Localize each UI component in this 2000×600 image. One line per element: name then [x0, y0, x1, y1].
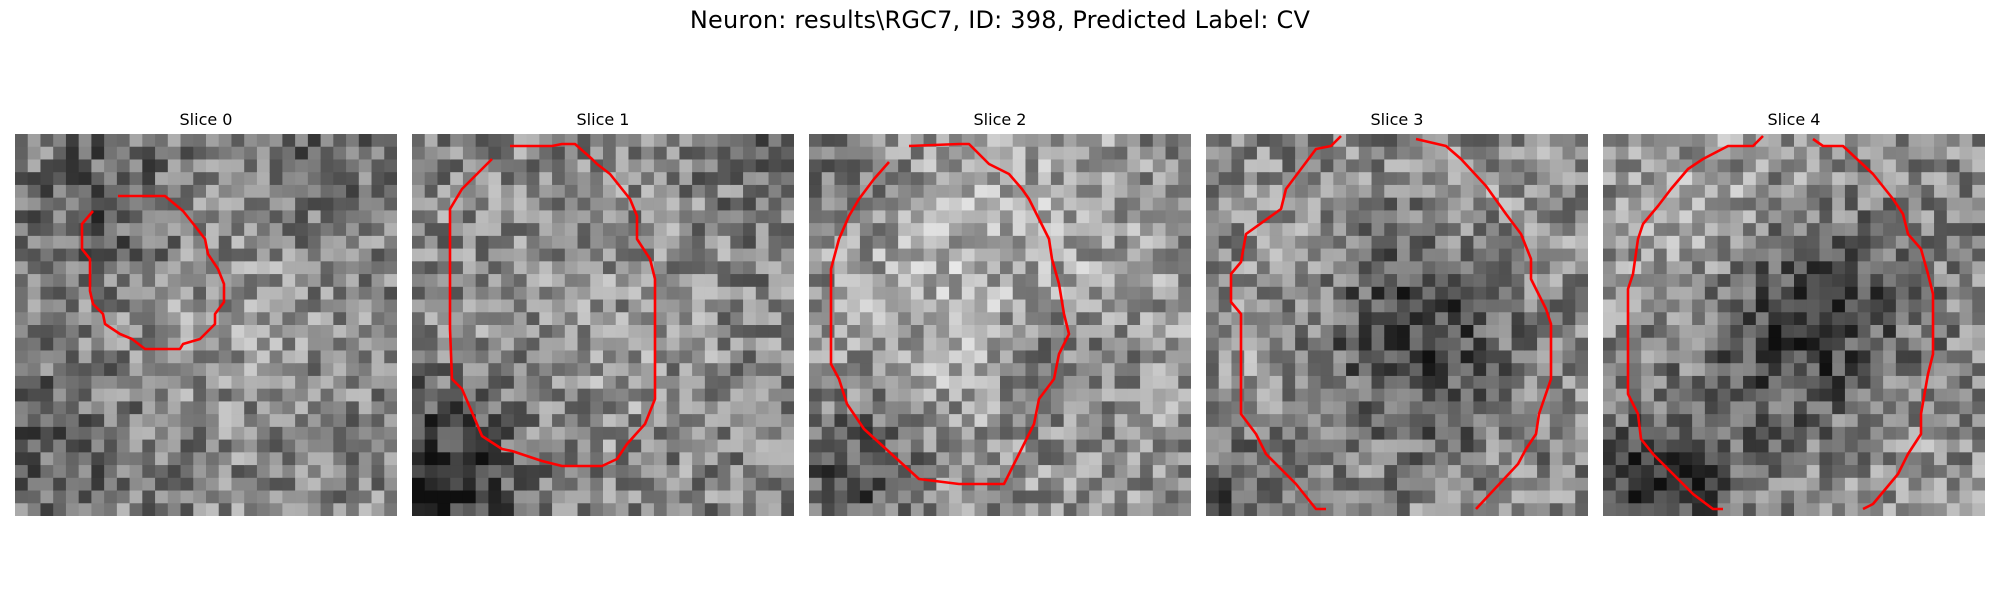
slice-panel-2: Slice 2 — [809, 108, 1191, 516]
contour-line — [1415, 137, 1553, 510]
contour-line — [829, 142, 1071, 486]
slice-title: Slice 4 — [1767, 110, 1821, 129]
slice-panel-3: Slice 3 — [1206, 108, 1588, 516]
slice-panel-1: Slice 1 — [412, 108, 794, 516]
slice-panel-0: Slice 0 — [15, 108, 397, 516]
slice-image-2 — [809, 134, 1191, 516]
slice-panel-4: Slice 4 — [1603, 108, 1985, 516]
contour-line — [1812, 137, 1935, 511]
slice-title: Slice 1 — [576, 110, 630, 129]
slice-image-3 — [1206, 134, 1588, 516]
contour-line — [1626, 135, 1764, 511]
contour-line — [448, 142, 657, 468]
slice-image-0 — [15, 134, 397, 516]
slice-image-1 — [412, 134, 794, 516]
contour-line — [80, 194, 226, 351]
contour-line — [1229, 135, 1342, 511]
slice-title: Slice 2 — [973, 110, 1027, 129]
slice-title: Slice 3 — [1370, 110, 1424, 129]
figure-title: Neuron: results\RGC7, ID: 398, Predicted… — [689, 6, 1311, 34]
slice-title: Slice 0 — [179, 110, 233, 129]
slice-image-4 — [1603, 134, 1985, 516]
